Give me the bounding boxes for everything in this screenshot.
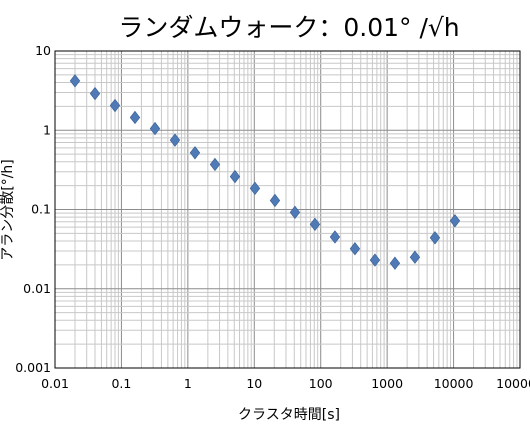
y-tick-label: 0.001 [15, 360, 51, 375]
x-tick-label: 0.01 [41, 376, 69, 391]
data-point [169, 133, 181, 147]
x-tick-label: 1 [184, 376, 192, 391]
x-tick-label: 10000 [434, 376, 474, 391]
data-point [89, 86, 101, 101]
data-points [69, 74, 461, 270]
data-point [129, 110, 141, 125]
data-point [249, 181, 261, 196]
data-point [349, 242, 361, 256]
x-tick-label: 1000 [371, 376, 403, 391]
data-point [69, 74, 81, 88]
data-point [369, 253, 381, 267]
x-tick-label: 100 [309, 376, 333, 391]
x-tick-label: 100000 [496, 376, 530, 391]
y-axis-ticks: 0.001 0.01 0.1 1 10 [15, 43, 51, 375]
x-axis-ticks: 0.01 0.1 1 10 100 1000 10000 100000 [41, 376, 530, 391]
data-point [289, 205, 301, 220]
x-axis-label: クラスタ時間[s] [238, 407, 340, 423]
data-point [229, 169, 241, 184]
data-point [429, 231, 441, 245]
data-point [409, 250, 421, 264]
data-point [209, 157, 221, 172]
chart-title: ランダムウォーク：0.01° /√h [118, 13, 459, 42]
x-tick-label: 10 [246, 376, 262, 391]
plot-area-frame [54, 50, 521, 369]
y-tick-label: 10 [35, 43, 51, 58]
x-tick-label: 0.1 [111, 376, 131, 391]
data-point [329, 230, 341, 244]
y-tick-label: 0.1 [31, 202, 51, 217]
data-point [389, 256, 401, 270]
data-point [189, 146, 201, 160]
data-point [309, 217, 321, 232]
grid [54, 51, 520, 369]
y-tick-label: 0.01 [23, 281, 51, 296]
data-point [109, 98, 121, 113]
y-tick-label: 1 [43, 122, 51, 137]
y-axis-label: アラン分散[°/h] [0, 159, 16, 261]
data-point [149, 121, 161, 136]
data-point [449, 214, 461, 228]
data-point [269, 193, 281, 208]
